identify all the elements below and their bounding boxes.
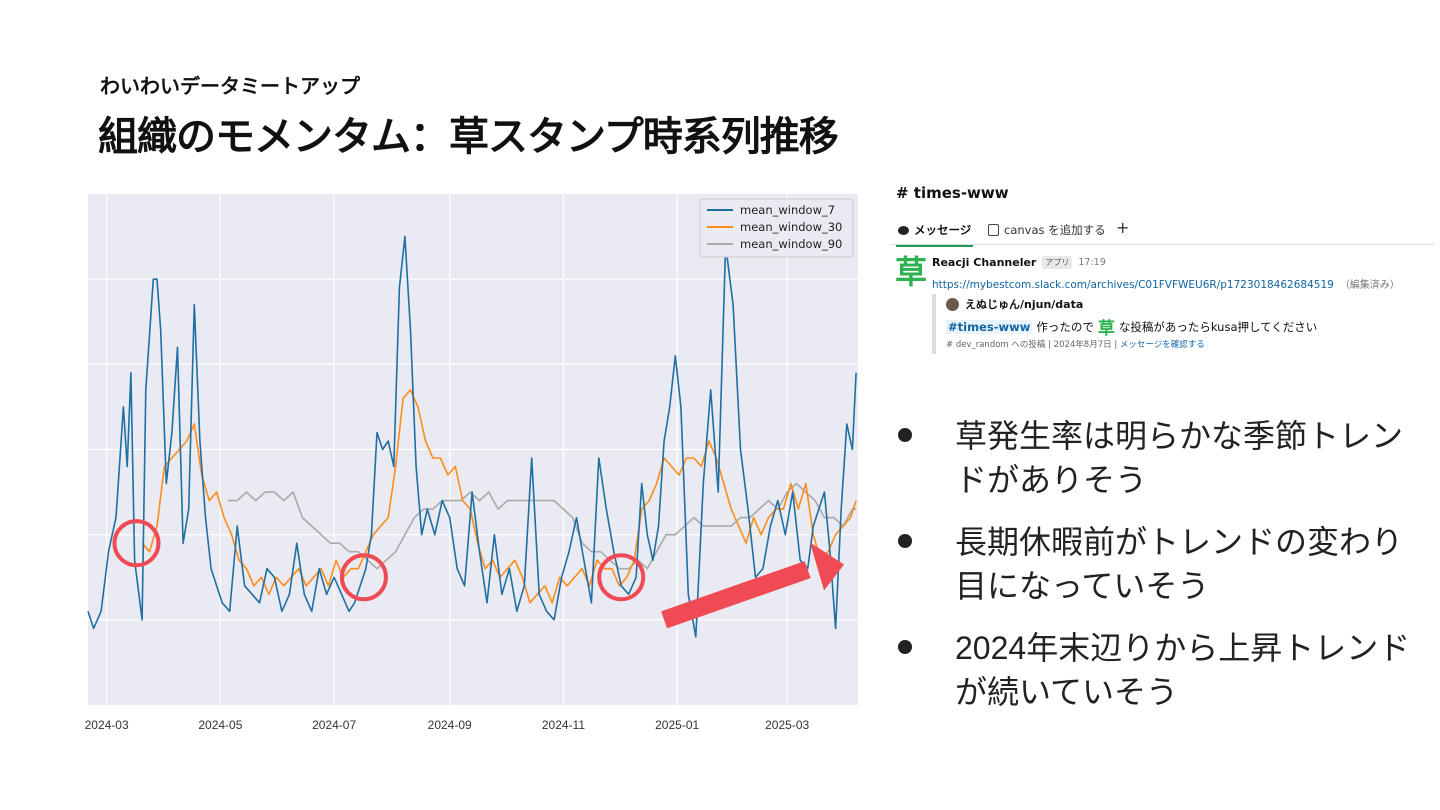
- message-header: Reacji Channeler アプリ 17:19: [932, 256, 1106, 269]
- tab-messages-label: メッセージ: [914, 223, 972, 237]
- confirm-message-link[interactable]: メッセージを確認する: [1119, 340, 1205, 350]
- grass-emoji-icon: 草: [1097, 319, 1115, 339]
- bullet-item: 2024年末辺りから上昇トレンドが続いていそう: [895, 626, 1415, 714]
- x-tick-label: 2024-05: [198, 718, 242, 732]
- add-tab-button[interactable]: +: [1116, 218, 1129, 237]
- app-badge: アプリ: [1042, 256, 1073, 269]
- bullet-item: 長期休暇前がトレンドの変わり目になっていそう: [895, 520, 1415, 608]
- quoted-text-before: 作ったので: [1036, 319, 1094, 334]
- bullet-text: 2024年末辺りから上昇トレンドが続いていそう: [955, 630, 1411, 710]
- legend-label: mean_window_7: [740, 203, 835, 217]
- message-body: https://mybestcom.slack.com/archives/C01…: [932, 276, 1400, 291]
- time-series-chart: 2024-03 2024-05 2024-07 2024-09 2024-11 2025-…: [85, 194, 858, 732]
- chart-svg: 2024-03 2024-05 2024-07 2024-09 2024-11 2025-…: [85, 194, 858, 732]
- bullet-dot: [898, 534, 912, 548]
- channel-mention[interactable]: #times-www: [946, 319, 1033, 334]
- tab-add-canvas[interactable]: canvas を追加する: [988, 222, 1106, 238]
- x-tick-label: 2025-01: [655, 718, 699, 732]
- series-line: [87, 235, 857, 638]
- message-time[interactable]: 17:19: [1078, 257, 1106, 268]
- tab-messages[interactable]: メッセージ: [895, 222, 974, 247]
- legend-label: mean_window_30: [740, 220, 842, 234]
- app-avatar-icon[interactable]: 草: [894, 253, 927, 291]
- canvas-icon: [988, 224, 999, 236]
- edited-label: （編集済み）: [1339, 280, 1400, 291]
- quoted-meta-text: # dev_random への投稿 | 2024年8月7日 |: [946, 340, 1120, 350]
- bullet-dot: [898, 640, 912, 654]
- bullet-item: 草発生率は明らかな季節トレンドがありそう: [895, 414, 1415, 502]
- quoted-author-name: えぬじゅん/njun/data: [965, 298, 1084, 311]
- highlight-circle: [112, 519, 161, 568]
- user-avatar: [946, 297, 959, 311]
- trend-arrow-head: [810, 542, 845, 591]
- x-tick-label: 2024-03: [85, 718, 129, 732]
- series-line: [227, 482, 857, 570]
- quoted-author[interactable]: えぬじゅん/njun/data: [946, 296, 1083, 312]
- plus-icon: +: [1116, 218, 1130, 237]
- bullet-dot: [898, 428, 912, 442]
- highlight-circle: [339, 553, 388, 602]
- quoted-text-after: な投稿があったらkusa押してください: [1118, 319, 1318, 334]
- channel-tabs: メッセージ canvas を追加する +: [890, 218, 1435, 247]
- highlight-circle: [597, 553, 646, 602]
- x-tick-label: 2025-03: [765, 718, 809, 732]
- bullet-list: 草発生率は明らかな季節トレンドがありそう 長期休暇前がトレンドの変わり目になって…: [895, 414, 1415, 732]
- bullet-text: 草発生率は明らかな季節トレンドがありそう: [955, 418, 1404, 498]
- slide-title: 組織のモメンタム：草スタンプ時系列推移: [98, 115, 839, 159]
- slack-panel: # times-www メッセージ canvas を追加する + 草 Reacj…: [890, 180, 1435, 360]
- x-tick-label: 2024-11: [542, 718, 585, 732]
- legend-label: mean_window_90: [740, 237, 842, 251]
- legend-box: [699, 198, 854, 258]
- message-author[interactable]: Reacji Channeler: [932, 256, 1037, 269]
- quoted-message: えぬじゅん/njun/data #times-www 作ったので 草 な投稿があ…: [932, 294, 1436, 354]
- tab-add-canvas-label: canvas を追加する: [1004, 223, 1106, 237]
- slide-subtitle: わいわいデータミートアップ: [100, 76, 360, 98]
- quoted-meta: # dev_random への投稿 | 2024年8月7日 | メッセージを確認…: [946, 338, 1205, 350]
- message-link[interactable]: https://mybestcom.slack.com/archives/C01…: [932, 279, 1334, 291]
- quoted-body: #times-www 作ったので 草 な投稿があったらkusa押してください: [946, 314, 1317, 339]
- bullet-text: 長期休暇前がトレンドの変わり目になっていそう: [955, 524, 1404, 604]
- trend-arrow-shaft: [661, 561, 811, 629]
- x-tick-label: 2024-07: [312, 718, 356, 732]
- message-bubble-icon: [898, 225, 909, 235]
- x-tick-label: 2024-09: [428, 718, 472, 732]
- channel-name[interactable]: # times-www: [896, 184, 1009, 202]
